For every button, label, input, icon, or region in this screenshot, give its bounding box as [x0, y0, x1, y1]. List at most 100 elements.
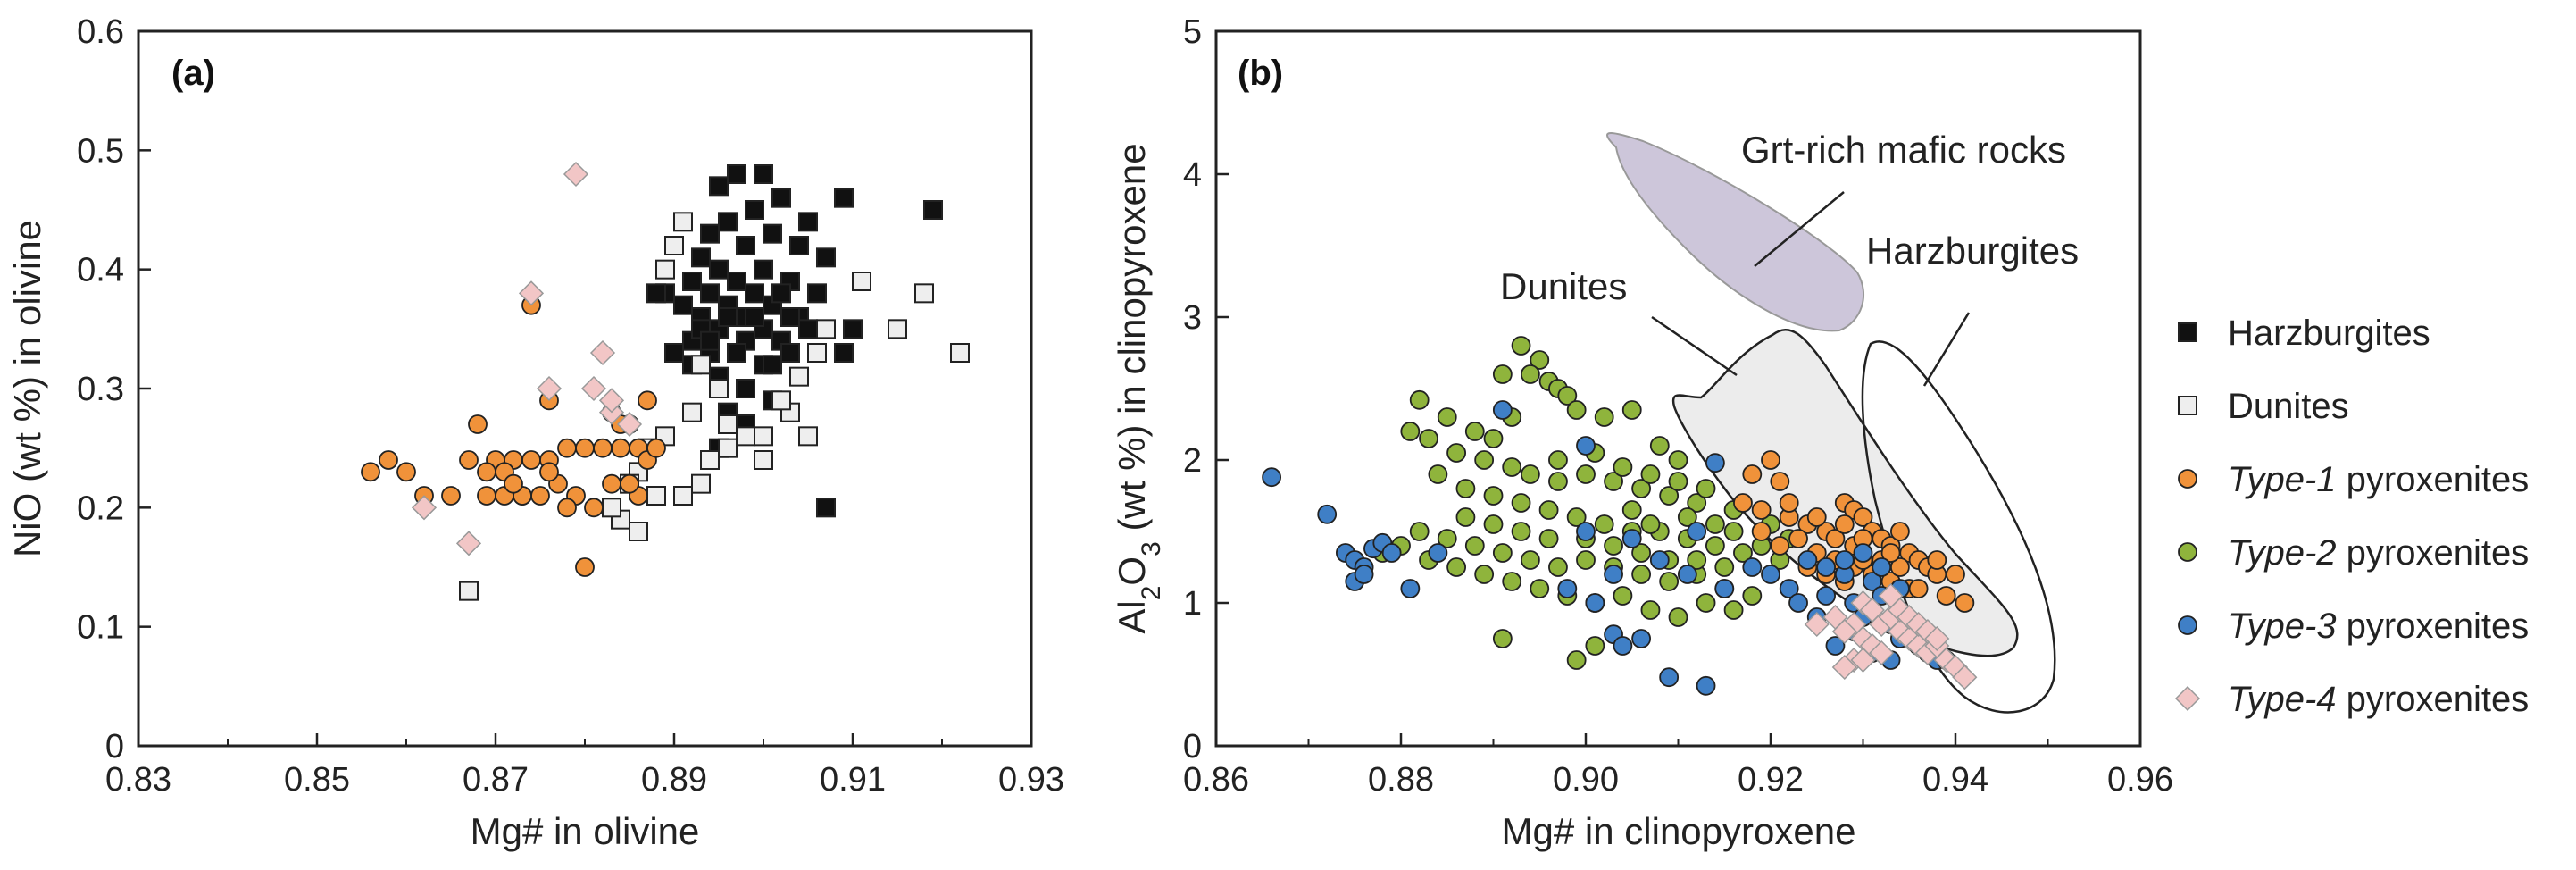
b-point-type2: [1483, 429, 1504, 448]
b-point-type2: [1464, 536, 1485, 556]
legend-label-type1: Type-1 pyroxenites: [2228, 460, 2529, 499]
legend-label-harzburgites: Harzburgites: [2228, 314, 2430, 353]
legend-italic: Type-3: [2228, 606, 2337, 646]
a-point-type1: [611, 438, 630, 458]
a-point-type4: [455, 531, 482, 556]
legend-marker-dunites: [2178, 396, 2197, 415]
a-ytick-label: 0.1: [77, 609, 124, 647]
a-point-dunites: [816, 319, 836, 339]
a-point-dunites: [673, 486, 693, 506]
a-point-dunites: [691, 355, 711, 375]
a-point-dunites: [852, 272, 871, 291]
a-point-type1: [530, 486, 550, 506]
b-point-type2: [1659, 486, 1680, 506]
b-point-type3: [1816, 586, 1836, 606]
a-point-harzburgites: [736, 379, 755, 398]
b-point-type2: [1437, 529, 1457, 548]
a-ytick-label: 0.4: [77, 252, 124, 289]
a-point-dunites: [646, 486, 666, 506]
panel-a: 0.83 0.85 0.87 0.89 0.91 0.93 0 0.1 0.2 0.3 0.4 0.5…: [6, 13, 1064, 852]
legend-italic: Type-2: [2228, 533, 2337, 573]
a-point-harzburgites: [682, 272, 702, 291]
b-point-type3: [1788, 593, 1808, 613]
dunites-leader-line: [1651, 315, 1738, 377]
a-point-harzburgites: [798, 319, 818, 339]
b-point-type2: [1502, 572, 1522, 591]
a-point-dunites: [718, 438, 738, 458]
b-point-type3: [1354, 565, 1374, 584]
b-point-type2: [1576, 550, 1596, 570]
b-point-type3: [1400, 579, 1421, 598]
a-point-dunites: [664, 236, 684, 255]
panel-b-ylabel: Al2O3 (wt %) in clinopyroxene: [1111, 143, 1166, 633]
b-point-type2: [1474, 565, 1495, 584]
panel-b-label: (b): [1238, 54, 1283, 93]
b-point-type1: [1770, 472, 1790, 491]
a-point-harzburgites: [673, 295, 693, 315]
harzburgites-region-label: Harzburgites: [1866, 230, 2079, 272]
b-point-type2: [1548, 450, 1568, 470]
ylabel-al: Al: [1111, 600, 1153, 633]
a-point-dunites: [602, 498, 621, 518]
legend-text: Harzburgites: [2228, 314, 2430, 353]
b-xtick-label: 0.94: [1922, 761, 1988, 799]
a-ytick-label: 0.2: [77, 489, 124, 527]
a-point-harzburgites: [718, 307, 738, 327]
a-point-type4: [589, 339, 616, 366]
b-point-type4: [1850, 647, 1876, 673]
a-point-type1: [477, 462, 496, 482]
b-point-type2: [1687, 550, 1707, 570]
legend-text: pyroxenites: [2337, 680, 2530, 719]
a-point-dunites: [754, 426, 773, 447]
b-point-type1: [1834, 514, 1855, 534]
a-point-type1: [584, 498, 604, 518]
b-point-type2: [1723, 600, 1744, 620]
b-point-type2: [1585, 636, 1605, 656]
a-point-type1: [361, 462, 380, 482]
b-point-type3: [1428, 543, 1448, 563]
b-point-type3: [1816, 557, 1836, 577]
b-point-type3: [1262, 467, 1281, 488]
b-point-type4: [1804, 611, 1830, 638]
b-point-type3: [1872, 557, 1892, 577]
b-point-type2: [1521, 550, 1540, 570]
b-point-type2: [1446, 443, 1466, 463]
legend-label-type4: Type-4 pyroxenites: [2228, 680, 2529, 719]
b-point-type3: [1853, 543, 1873, 563]
a-point-harzburgites: [763, 355, 782, 375]
a-ytick-label: 0: [105, 728, 124, 765]
b-point-type4: [1869, 640, 1895, 666]
a-point-harzburgites: [700, 223, 720, 244]
a-point-harzburgites: [727, 343, 746, 363]
b-point-type2: [1511, 336, 1531, 356]
b-point-type3: [1742, 557, 1763, 577]
b-point-type2: [1455, 507, 1476, 527]
b-point-type2: [1723, 522, 1744, 541]
b-point-type2: [1548, 472, 1568, 491]
b-point-type2: [1705, 536, 1725, 556]
b-point-type1: [1733, 493, 1753, 513]
b-point-type1: [1751, 522, 1772, 541]
a-point-harzburgites: [709, 259, 729, 280]
panel-a-ylabel: NiO (wt %) in olivine: [6, 220, 48, 557]
a-xtick-label: 0.89: [641, 761, 707, 799]
b-point-type2: [1566, 650, 1587, 670]
a-point-dunites: [789, 366, 809, 387]
a-point-type4: [580, 375, 607, 402]
a-point-type4: [536, 375, 563, 402]
b-ytick-label: 3: [1183, 299, 1202, 337]
a-point-dunites: [682, 402, 702, 422]
grt-leader-line: [1754, 191, 1845, 267]
a-point-harzburgites: [789, 236, 809, 255]
b-point-type2: [1530, 350, 1550, 370]
a-point-dunites: [718, 414, 738, 434]
a-point-harzburgites: [816, 498, 836, 518]
b-point-type2: [1714, 557, 1735, 577]
b-point-type2: [1594, 514, 1614, 534]
b-point-type2: [1409, 522, 1430, 541]
b-point-type3: [1687, 522, 1707, 541]
b-point-type2: [1483, 486, 1504, 506]
b-point-type3: [1649, 550, 1670, 570]
